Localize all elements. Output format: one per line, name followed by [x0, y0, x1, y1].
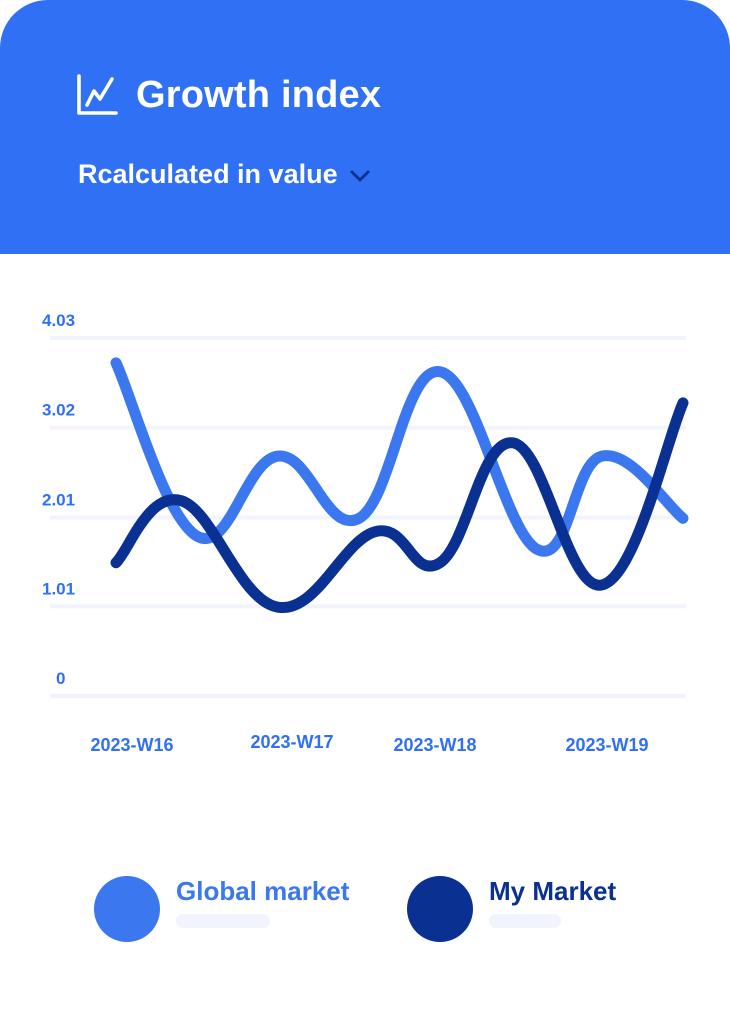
title-row: Growth index	[74, 72, 381, 118]
value-mode-dropdown[interactable]: Rcalculated in value	[78, 159, 372, 190]
legend-item-my-market[interactable]: My Market	[407, 876, 616, 942]
x-tick-label: 2023-W19	[565, 735, 648, 755]
legend-item-global-market[interactable]: Global market	[94, 876, 349, 942]
growth-line-chart: 4.033.022.011.010 2023-W16 2023-W17 2023-W…	[42, 311, 689, 755]
legend-placeholder-bar	[176, 914, 270, 928]
y-axis-ticks: 4.03 3.02 2.01 1.01 0	[42, 311, 75, 688]
chevron-down-icon[interactable]	[348, 164, 372, 188]
legend-swatch-global-market	[94, 876, 160, 942]
series-lines	[110, 357, 689, 613]
legend-text: Global market	[176, 876, 349, 928]
x-axis-ticks: 2023-W16 2023-W17 2023-W18 2023-W19	[90, 732, 648, 755]
y-tick-label: 4.03	[42, 311, 75, 330]
y-tick-label: 1.01	[42, 579, 75, 598]
y-tick-label: 0	[56, 669, 65, 688]
legend-label-my-market: My Market	[489, 876, 617, 906]
x-tick-label: 2023-W16	[90, 735, 173, 755]
legend-placeholder-bar	[489, 914, 561, 928]
page-title: Growth index	[136, 73, 382, 116]
y-tick-label: 3.02	[42, 401, 75, 420]
chart-legend: Global market My Market	[0, 860, 730, 960]
series-line-global-market	[110, 357, 689, 557]
x-tick-label: 2023-W18	[393, 735, 476, 755]
legend-swatch-my-market	[407, 876, 473, 942]
line-chart-icon	[77, 74, 118, 115]
legend-text: My Market	[489, 876, 616, 928]
card-header: Growth index Rcalculated in value	[0, 0, 730, 254]
x-tick-label: 2023-W17	[250, 732, 333, 752]
legend-label-global-market: Global market	[176, 876, 350, 906]
y-tick-label: 2.01	[42, 490, 75, 509]
series-line-my-market	[110, 397, 689, 613]
dropdown-selected-value: Rcalculated in value	[78, 159, 338, 189]
